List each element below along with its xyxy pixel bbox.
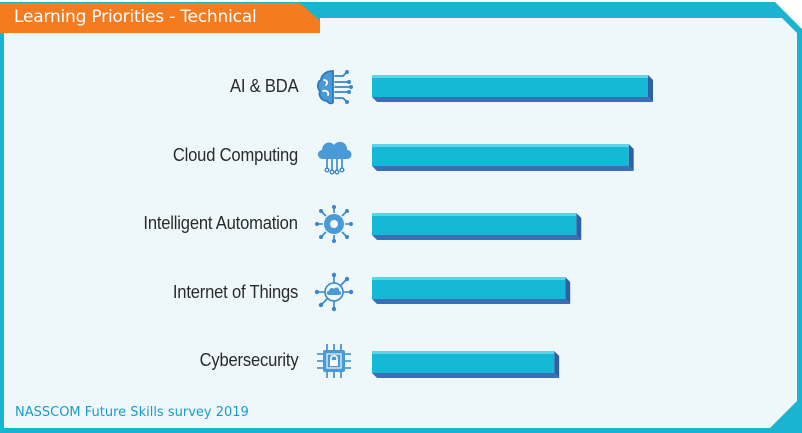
category-label: Cybersecurity [199, 350, 298, 370]
category-label: Intelligent Automation [143, 213, 298, 233]
iot-cloud-network-icon [314, 272, 354, 312]
chip-lock-icon [317, 344, 351, 378]
category-label: AI & BDA [229, 76, 299, 96]
source-note: NASSCOM Future Skills survey 2019 [15, 405, 249, 420]
category-label: Cloud Computing [172, 145, 298, 165]
bar [372, 277, 571, 304]
title-banner [0, 3, 320, 33]
brain-circuit-icon [316, 70, 353, 105]
cloud-network-icon [317, 141, 352, 175]
category-label: Internet of Things [172, 282, 298, 302]
bar [372, 213, 582, 240]
bar [372, 351, 560, 378]
bar [372, 144, 634, 171]
chart-title: Learning Priorities - Technical [14, 7, 257, 27]
gear-network-icon [315, 205, 353, 243]
bar [372, 75, 653, 102]
